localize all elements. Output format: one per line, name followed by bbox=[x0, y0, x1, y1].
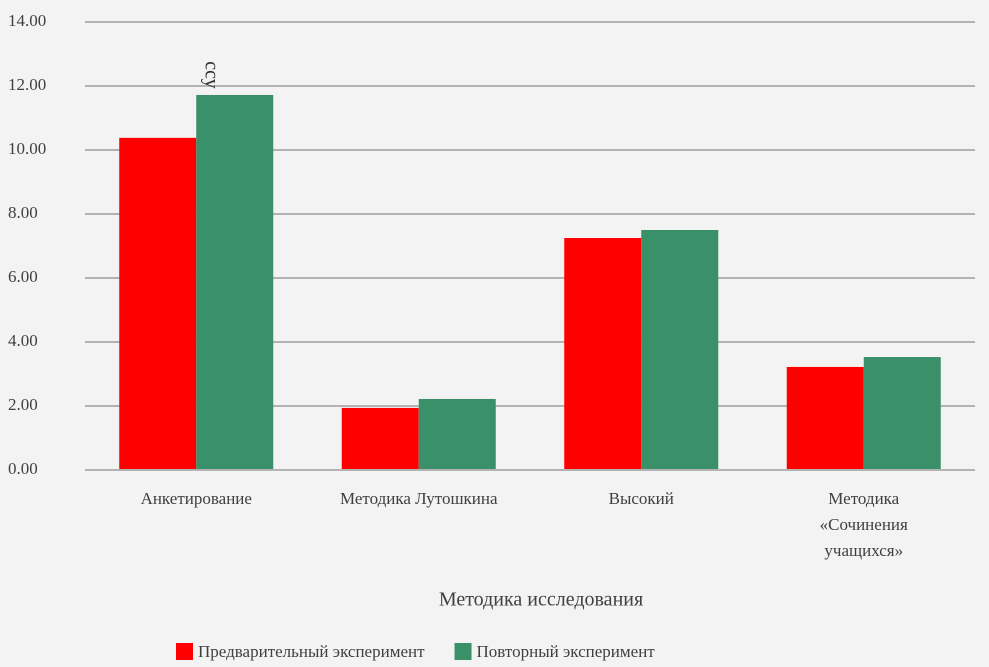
y-tick-label: 2.00 bbox=[8, 395, 38, 414]
bar bbox=[786, 366, 864, 470]
bar bbox=[196, 94, 274, 471]
x-tick-label: Методика Лутошкина bbox=[339, 489, 498, 508]
bar bbox=[863, 357, 941, 470]
y-tick-label: 8.00 bbox=[8, 203, 38, 222]
legend: Предварительный эксперимент Повторный экс… bbox=[176, 642, 655, 661]
y-axis-title: ссу bbox=[200, 61, 222, 89]
y-tick-label: 0.00 bbox=[8, 459, 38, 478]
x-axis-title: Методика исследования bbox=[439, 589, 643, 611]
legend-swatch bbox=[176, 643, 193, 660]
x-tick-label: Анкетирование bbox=[140, 489, 252, 508]
bar bbox=[119, 137, 197, 470]
y-tick-label: 14.00 bbox=[8, 11, 46, 30]
bar bbox=[564, 238, 642, 470]
x-tick-label: Методика «Сочинения учащихся» bbox=[819, 489, 908, 560]
y-tick-label: 10.00 bbox=[8, 139, 46, 158]
y-tick-label: 12.00 bbox=[8, 75, 46, 94]
legend-label: Предварительный эксперимент bbox=[198, 642, 425, 661]
y-tick-label: 4.00 bbox=[8, 331, 38, 350]
bar bbox=[418, 398, 496, 470]
y-tick-label: 6.00 bbox=[8, 267, 38, 286]
legend-label: Повторный эксперимент bbox=[477, 642, 656, 661]
legend-swatch bbox=[454, 643, 472, 660]
bar bbox=[341, 407, 419, 470]
bar bbox=[641, 230, 719, 470]
x-tick-label: Высокий bbox=[608, 489, 674, 508]
